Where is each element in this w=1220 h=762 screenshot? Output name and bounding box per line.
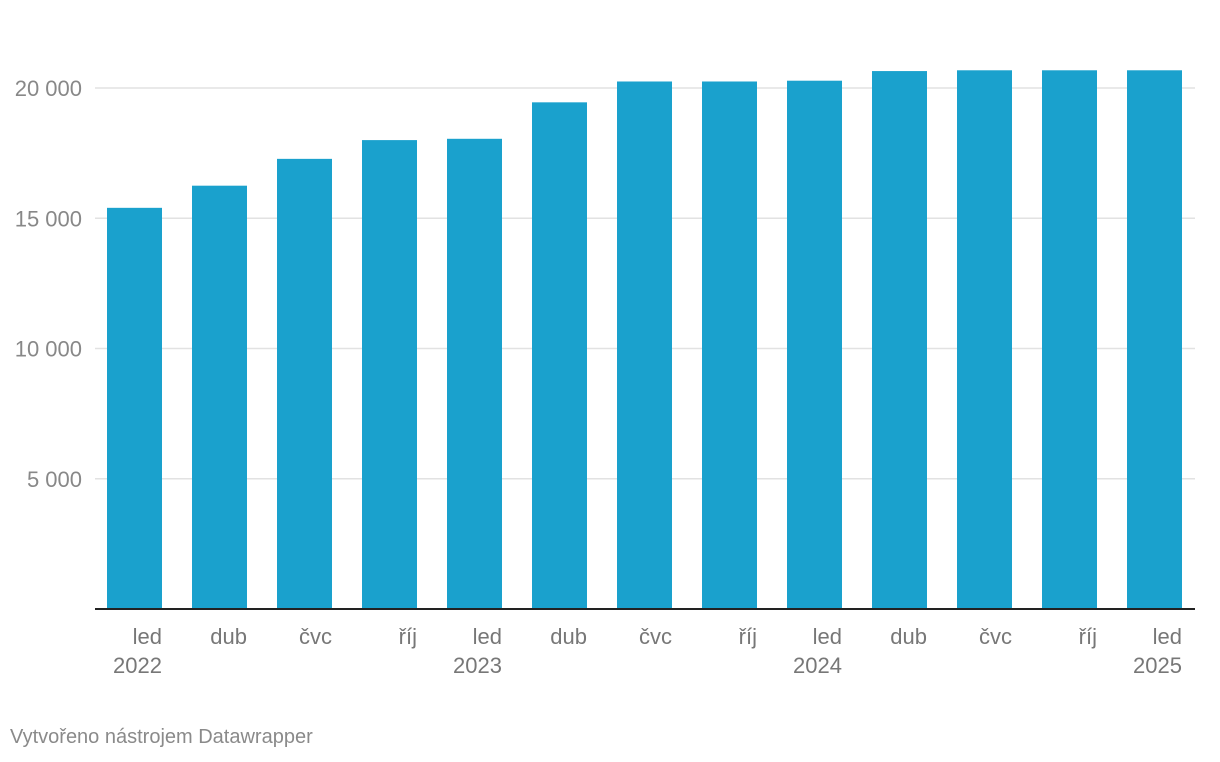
bar: [1042, 70, 1097, 609]
x-tick-label-month: říj: [399, 624, 417, 649]
bar: [1127, 70, 1182, 609]
credit-text: Vytvořeno nástrojem Datawrapper: [10, 726, 313, 748]
x-tick-label-month: led: [473, 624, 502, 649]
bars: [107, 70, 1182, 610]
bar: [532, 102, 587, 609]
bar: [787, 80, 842, 610]
x-tick-label-year: 2024: [793, 653, 842, 678]
y-tick-label: 5 000: [27, 467, 82, 492]
bar-chart: 5 000 10 000 15 000 20 000 led 2022 dub čvc říj…: [15, 70, 1195, 678]
x-tick-label-month: čvc: [639, 624, 672, 649]
x-tick-label-month: led: [133, 624, 162, 649]
y-tick-label: 20 000: [15, 76, 82, 101]
y-axis-tick-labels: 5 000 10 000 15 000 20 000: [15, 76, 82, 492]
bar: [447, 138, 502, 610]
bar: [702, 81, 757, 610]
y-tick-label: 10 000: [15, 337, 82, 362]
bar: [617, 81, 672, 610]
y-tick-label: 15 000: [15, 206, 82, 231]
x-tick-label-month: dub: [890, 624, 927, 649]
x-tick-label-month: čvc: [299, 624, 332, 649]
x-axis-tick-labels: led 2022 dub čvc říj led 2023 dub čvc říj led 2024 d…: [113, 624, 1182, 678]
x-tick-label-year: 2022: [113, 653, 162, 678]
x-tick-label-month: říj: [1079, 624, 1097, 649]
x-tick-label-month: led: [1153, 624, 1182, 649]
bar: [957, 70, 1012, 609]
x-tick-label-month: dub: [210, 624, 247, 649]
bar: [192, 185, 247, 609]
bar: [872, 71, 927, 609]
x-tick-label-year: 2023: [453, 653, 502, 678]
x-tick-label-month: led: [813, 624, 842, 649]
bar: [107, 207, 162, 609]
bar: [277, 158, 332, 609]
bar: [362, 140, 417, 609]
x-tick-label-year: 2025: [1133, 653, 1182, 678]
x-tick-label-month: říj: [739, 624, 757, 649]
x-tick-label-month: čvc: [979, 624, 1012, 649]
x-tick-label-month: dub: [550, 624, 587, 649]
